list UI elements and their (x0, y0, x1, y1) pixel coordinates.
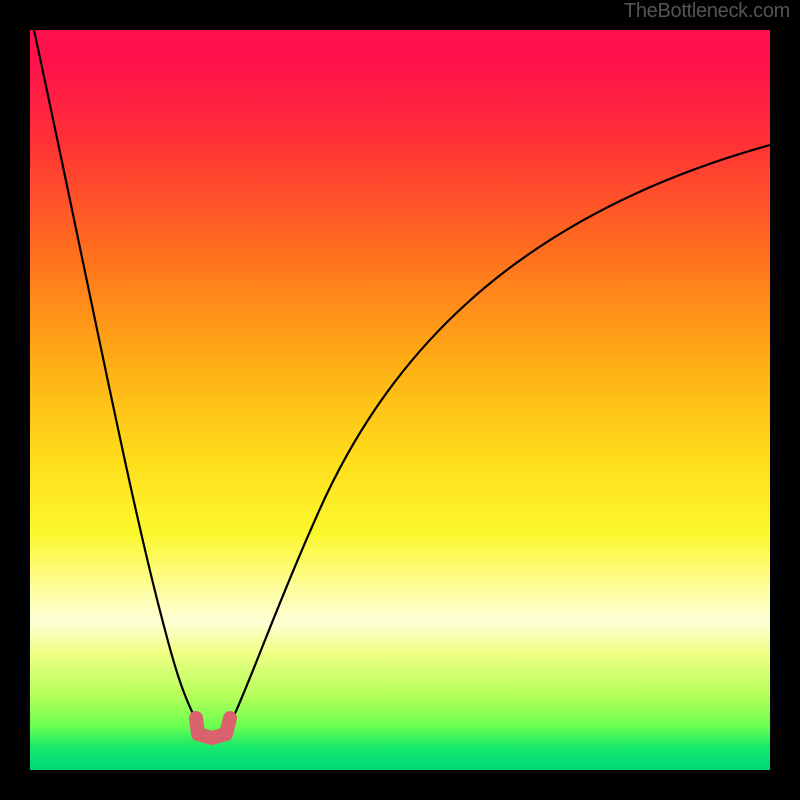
gradient-background (30, 30, 770, 770)
attribution-label: TheBottleneck.com (624, 0, 790, 23)
chart-container: TheBottleneck.com (0, 0, 800, 800)
bottleneck-chart (0, 0, 800, 800)
